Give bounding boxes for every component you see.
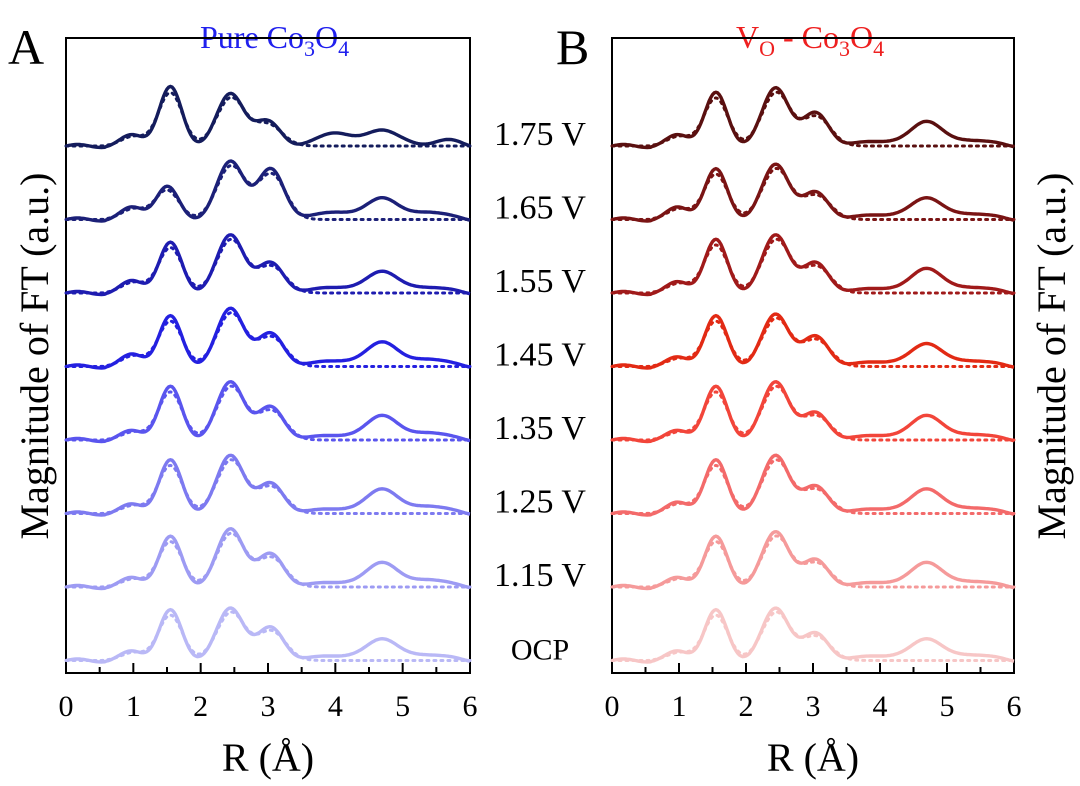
- fit-line: [610, 316, 1016, 368]
- x-tick-label: 0: [605, 690, 620, 723]
- panel-b-xlabel: R (Å): [767, 735, 859, 780]
- panel-b-x-axis: 0 1 2 3 4 5 6: [605, 663, 1022, 723]
- voltage-label: 1.35 V: [494, 410, 586, 447]
- x-tick-label: 4: [873, 690, 888, 723]
- series-1-35-v: [610, 380, 1016, 444]
- x-tick-label: 3: [806, 690, 821, 723]
- experimental-line: [611, 380, 1015, 444]
- voltage-label: 1.25 V: [494, 484, 586, 521]
- fit-line: [610, 610, 1016, 662]
- experimental-line: [611, 312, 1015, 370]
- series-1-45-v: [610, 312, 1016, 370]
- series-ocp: [64, 606, 472, 664]
- x-tick-label: 1: [672, 690, 687, 723]
- panel-b: B VO - Co3O4 0 1 2 3 4 5 6 R (Å) Magnitude of …: [556, 19, 1074, 780]
- x-tick-label: 5: [940, 690, 955, 723]
- panel-a-title: Pure Co3O4: [200, 19, 349, 61]
- panel-a-ylabel: Magnitude of FT (a.u.): [12, 173, 57, 540]
- panel-a-x-axis: 0 1 2 3 4 5 6: [59, 663, 478, 723]
- experimental-line: [65, 453, 471, 517]
- series-1-25-v: [64, 453, 472, 517]
- panel-b-ylabel: Magnitude of FT (a.u.): [1029, 173, 1074, 540]
- panel-b-title: VO - Co3O4: [736, 19, 884, 61]
- voltage-label: OCP: [511, 634, 569, 667]
- series-1-25-v: [610, 453, 1016, 517]
- voltage-label: 1.55 V: [494, 263, 586, 300]
- series-1-75-v: [64, 84, 472, 150]
- series-1-65-v: [610, 162, 1016, 223]
- x-tick-label: 2: [193, 690, 208, 723]
- x-tick-label: 2: [739, 690, 754, 723]
- experimental-line: [65, 159, 471, 223]
- x-tick-label: 4: [328, 690, 343, 723]
- voltage-label: 1.65 V: [494, 190, 586, 227]
- voltage-labels: 1.75 V 1.65 V 1.55 V 1.45 V 1.35 V 1.25 V 1.15…: [494, 116, 586, 667]
- x-tick-label: 5: [395, 690, 410, 723]
- fit-line: [610, 384, 1016, 442]
- panel-a-plot-area: [64, 84, 472, 664]
- panel-b-plot-area: [610, 85, 1016, 664]
- voltage-label: 1.75 V: [494, 116, 586, 153]
- experimental-line: [611, 529, 1015, 591]
- series-1-45-v: [64, 306, 472, 370]
- series-ocp: [610, 606, 1016, 664]
- series-1-15-v: [610, 529, 1016, 591]
- experimental-line: [611, 162, 1015, 223]
- series-1-55-v: [64, 233, 472, 297]
- voltage-label: 1.15 V: [494, 557, 586, 594]
- series-1-55-v: [610, 233, 1016, 297]
- series-1-65-v: [64, 159, 472, 223]
- series-1-35-v: [64, 379, 472, 444]
- experimental-line: [65, 306, 471, 370]
- experimental-line: [611, 453, 1015, 517]
- experimental-line: [65, 526, 471, 591]
- series-1-75-v: [610, 85, 1016, 150]
- experimental-line: [65, 84, 471, 150]
- experimental-line: [611, 233, 1015, 297]
- x-tick-label: 6: [1007, 690, 1022, 723]
- experimental-line: [65, 606, 471, 664]
- experimental-line: [65, 233, 471, 297]
- panel-a: A Pure Co3O4 0 1 2 3 4 5 6 R (Å) Magnitude of …: [8, 19, 478, 780]
- panel-b-label: B: [556, 19, 589, 75]
- panel-a-xlabel: R (Å): [222, 735, 314, 780]
- panel-a-label: A: [8, 19, 44, 75]
- voltage-label: 1.45 V: [494, 337, 586, 374]
- x-tick-label: 1: [126, 690, 141, 723]
- experimental-line: [611, 85, 1015, 150]
- experimental-line: [65, 379, 471, 444]
- x-tick-label: 3: [261, 690, 276, 723]
- fit-line: [610, 534, 1016, 589]
- series-1-15-v: [64, 526, 472, 591]
- x-tick-label: 6: [463, 690, 478, 723]
- experimental-line: [611, 606, 1015, 664]
- x-tick-label: 0: [59, 690, 74, 723]
